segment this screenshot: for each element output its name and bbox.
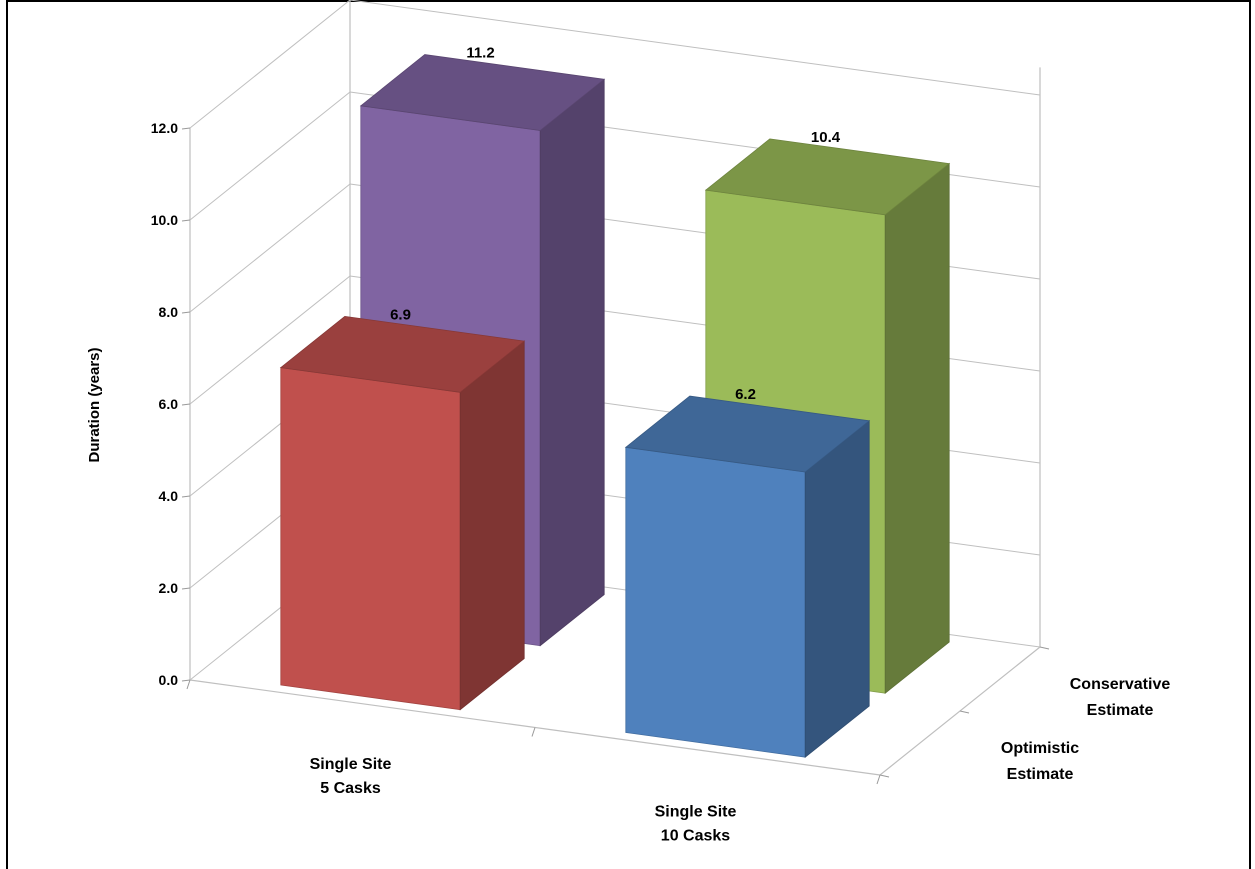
y-tick-mark: [181, 495, 191, 498]
depth-series-label: Conservative Estimate: [1070, 676, 1171, 719]
bar-front-face: [625, 446, 806, 758]
y-axis-title: Duration (years): [86, 347, 103, 462]
side-wall-gridline: [189, 183, 351, 313]
y-tick-mark: [181, 679, 191, 682]
y-tick-label: 8.0: [159, 304, 179, 320]
back-wall-gridline: [349, 0, 1041, 96]
bar: [279, 315, 526, 711]
chart-axes: [181, 127, 1050, 785]
bar-side-face: [539, 78, 605, 647]
y-tick-mark: [181, 311, 191, 314]
y-tick-label: 2.0: [159, 580, 179, 596]
side-wall-gridline: [189, 275, 351, 405]
bar-side-face: [884, 162, 950, 695]
side-wall-gridline: [189, 0, 351, 129]
y-tick-mark: [181, 403, 191, 406]
x-category-label: Single Site 10 Casks: [655, 803, 737, 844]
y-tick-label: 10.0: [151, 212, 178, 228]
bar-value-label: 6.2: [735, 386, 756, 403]
x-tick-mark: [531, 727, 536, 737]
bar-value-label: 10.4: [811, 129, 841, 146]
bar-top-face: [359, 54, 606, 131]
chart-labels: 0.0 2.0 4.0 6.0 8.0 10.0 12.0 Single Site 5 Cask…: [86, 45, 1170, 845]
bar-side-face: [459, 340, 525, 711]
y-tick-label: 4.0: [159, 488, 179, 504]
depth-tick-mark: [959, 710, 970, 714]
depth-series-label: Optimistic Estimate: [1001, 740, 1079, 783]
depth-tick-mark: [879, 774, 890, 778]
x-category-label: Single Site 5 Casks: [310, 756, 392, 797]
y-tick-label: 12.0: [151, 120, 178, 136]
bar-top-face: [279, 315, 526, 393]
bar-top-face: [704, 138, 951, 216]
bar-side-face: [804, 419, 870, 759]
bar-top-face: [624, 395, 871, 473]
depth-tick-mark: [1039, 646, 1050, 650]
y-tick-mark: [181, 127, 191, 130]
bar: [624, 395, 871, 759]
bar-front-face: [280, 367, 461, 711]
x-tick-mark: [186, 679, 191, 690]
y-tick-label: 0.0: [159, 672, 179, 688]
side-wall-gridline: [189, 91, 351, 221]
y-tick-mark: [181, 587, 191, 590]
bar-value-label: 6.9: [390, 306, 411, 323]
y-tick-mark: [181, 219, 191, 222]
chart-bars: [279, 54, 951, 759]
x-tick-mark: [876, 774, 881, 785]
y-tick-label: 6.0: [159, 396, 179, 412]
bar-value-label: 11.2: [466, 45, 494, 62]
